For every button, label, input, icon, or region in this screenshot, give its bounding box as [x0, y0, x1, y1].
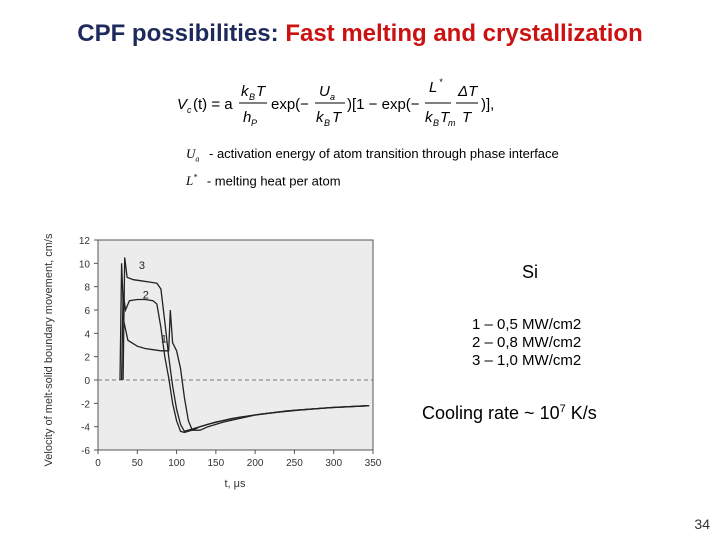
formula-lhs: V [177, 96, 189, 113]
series-line-3 [122, 257, 370, 433]
y-tick-label: -4 [81, 423, 90, 434]
x-tick-label: 300 [325, 458, 342, 469]
definition-l-text: - melting heat per atom [206, 173, 341, 189]
plot-area [97, 239, 374, 451]
x-axis-label: t, μs [224, 478, 246, 490]
formula-f2-den: k [316, 109, 325, 126]
symbol-l: L* [186, 173, 198, 189]
formula-lhs-arg: (t) = a [193, 96, 233, 113]
symbol-ua: Ua [186, 146, 200, 164]
y-tick-label: 8 [84, 283, 90, 294]
formula-f3-den: k [425, 109, 434, 126]
slide-title: CPF possibilities: Fast melting and crys… [0, 20, 720, 48]
formula-f3-num: L [429, 79, 437, 96]
formula-f2-num: U [319, 83, 330, 100]
definition-ua-text: - activation energy of atom transition t… [209, 146, 559, 161]
x-tick-label: 150 [208, 458, 225, 469]
formula-f1-den: h [243, 109, 251, 126]
y-tick-label: -2 [81, 399, 90, 410]
formula-f4-den-sub: m [448, 118, 456, 128]
definition-ua: Ua - activation energy of atom transitio… [186, 146, 559, 164]
x-tick-label: 50 [132, 458, 144, 469]
title-part-2: Fast melting and crystallization [285, 20, 643, 47]
chart-series-labels: 1 2 3 [139, 260, 167, 346]
condition-1: 1 – 0,5 MW/cm2 [472, 316, 582, 333]
condition-2: 2 – 0,8 MW/cm2 [472, 334, 582, 351]
y-tick-label: -6 [81, 446, 90, 457]
x-tick-label: 350 [365, 458, 382, 469]
chart-axes [97, 239, 374, 451]
formula-f4-den: T [462, 109, 473, 126]
formula-f2-num-sub: a [330, 92, 335, 102]
x-tick-label: 100 [168, 458, 185, 469]
formula-f1-num-tail: T [256, 83, 267, 100]
formula-f3-den-tail: T [440, 109, 451, 126]
y-tick-label: 0 [84, 376, 90, 387]
y-tick-label: 12 [79, 236, 91, 247]
series-label-2: 2 [143, 289, 149, 301]
y-tick-label: 6 [84, 306, 90, 317]
page-number: 34 [694, 516, 710, 532]
y-axis-label: Velocity of melt-solid boundary movement… [43, 233, 55, 466]
cooling-rate-exp: 7 [559, 403, 566, 415]
chart-lines [119, 257, 370, 434]
formula-f1-num: k [241, 83, 250, 100]
title-part-1: CPF possibilities: [77, 20, 279, 47]
definition-l: L* - melting heat per atom [186, 173, 341, 189]
formula-f2-den-tail: T [332, 109, 343, 126]
formula-f3-num-sup: * [439, 77, 443, 87]
formula-f4-num: ΔT [457, 83, 479, 100]
formula-f1-den-sub: P [251, 118, 257, 128]
y-tick-label: 2 [84, 353, 90, 364]
cooling-rate: Cooling rate ~ 107 K/s [422, 403, 597, 424]
y-tick-label: 10 [79, 259, 91, 270]
x-tick-label: 0 [95, 458, 101, 469]
formula-lhs-sub: c [187, 105, 192, 115]
formula-exp-1: exp(− [271, 96, 309, 113]
series-label-1: 1 [161, 334, 167, 346]
formula-f2-den-sub: B [324, 118, 330, 128]
material-label: Si [522, 262, 539, 282]
x-tick-label: 250 [286, 458, 303, 469]
cooling-rate-label: Cooling rate ~ 10 [422, 403, 560, 423]
series-label-3: 3 [139, 260, 145, 272]
formula-mid: )[1 − exp(− [347, 96, 420, 113]
cooling-rate-unit: K/s [565, 403, 597, 423]
formula-f1-num-sub: B [249, 92, 255, 102]
formula-tail: )], [481, 96, 494, 113]
condition-3: 3 – 1,0 MW/cm2 [472, 352, 582, 369]
x-tick-label: 200 [247, 458, 264, 469]
formula-f3-den-sub: B [433, 118, 439, 128]
y-tick-label: 4 [84, 329, 90, 340]
formula: V c (t) = a k B T h P exp(− U a k B T )[… [177, 77, 494, 128]
